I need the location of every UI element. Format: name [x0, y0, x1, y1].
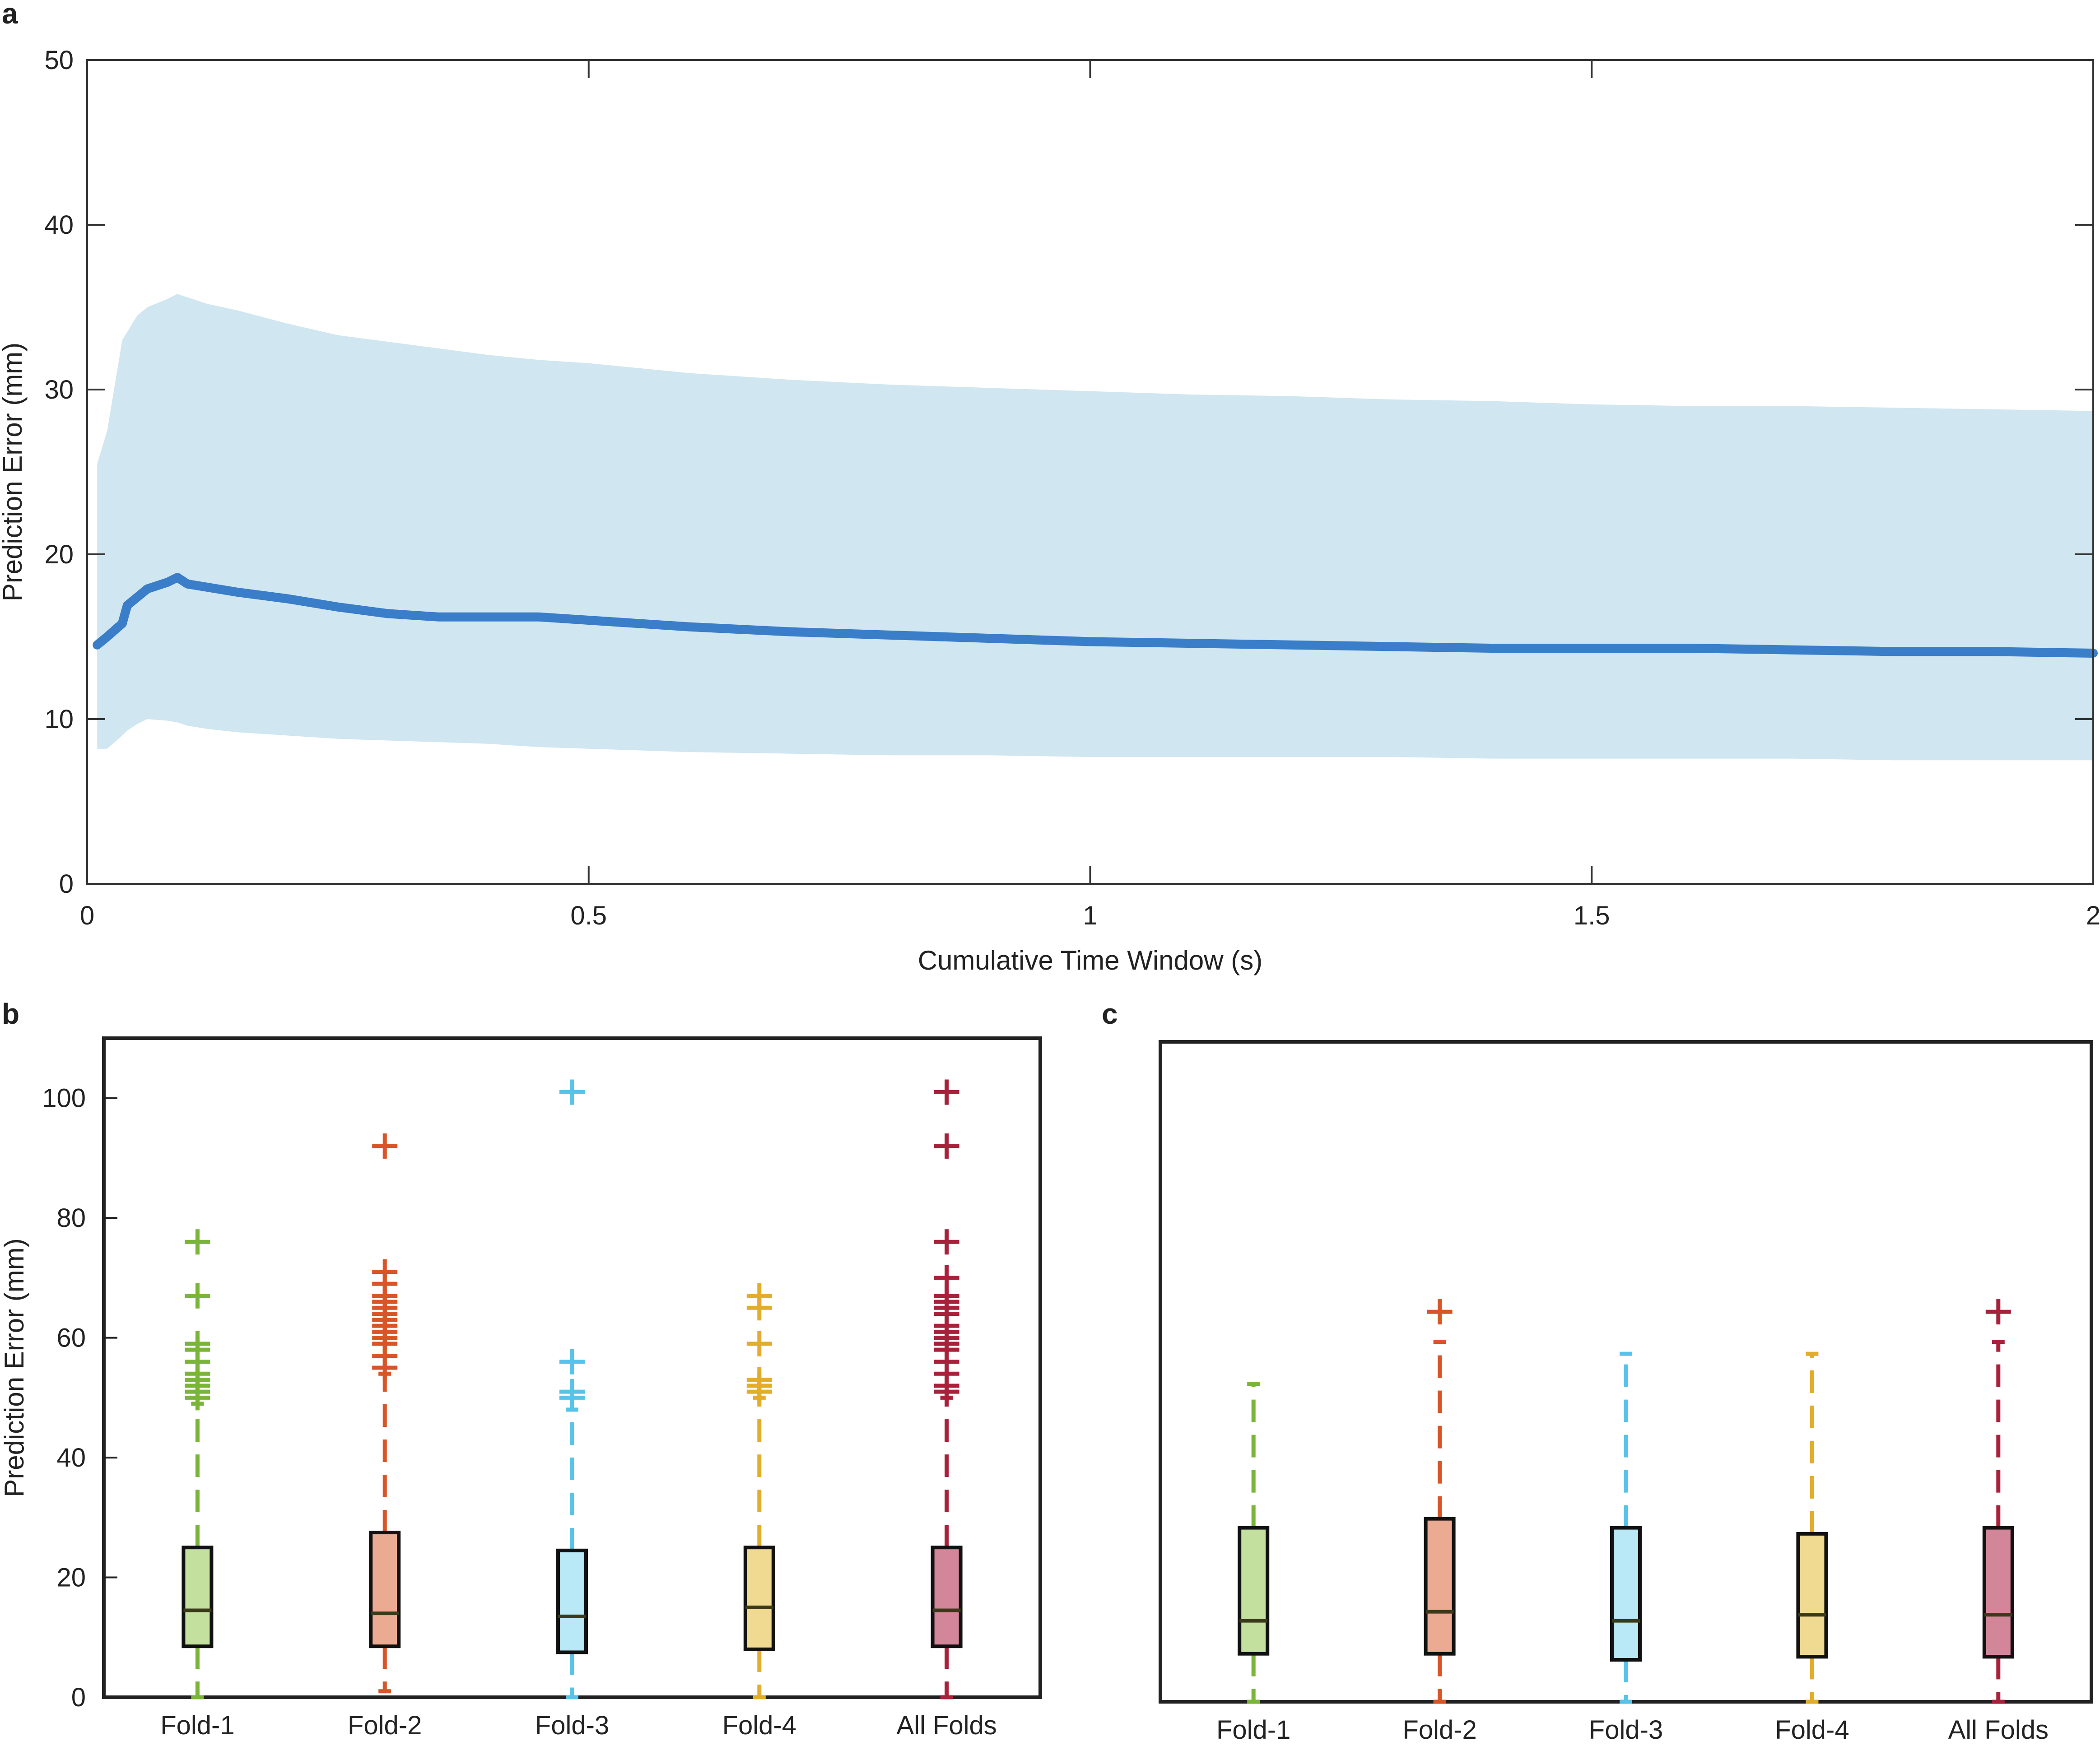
- outlier-marker: [185, 1331, 210, 1356]
- x-tick-label: 0: [80, 901, 94, 930]
- box-iqr: [743, 1546, 775, 1651]
- y-tick-label: 100: [42, 1084, 86, 1113]
- box-iqr: [931, 1546, 963, 1648]
- x-category-label: Fold-2: [1402, 1715, 1476, 1745]
- outlier-marker: [934, 1229, 959, 1255]
- panel-a-line-chart: 0 10 20 30 40 50 0 0.5 1 1.5 2 Cumulative Time Wind…: [0, 46, 2100, 975]
- outlier-marker: [372, 1259, 398, 1285]
- y-tick-label: 20: [44, 540, 74, 569]
- box-iqr: [556, 1548, 588, 1654]
- box-iqr: [182, 1546, 214, 1648]
- box-iqr: [1796, 1532, 1828, 1659]
- std-band: [97, 294, 2094, 761]
- x-tick-label: 0.5: [570, 901, 607, 930]
- x-category-label: Fold-2: [348, 1711, 422, 1740]
- mean-line: [93, 573, 2098, 658]
- y-tick-label: 60: [56, 1323, 86, 1353]
- x-tick-label: 1.5: [1574, 901, 1610, 930]
- y-tick-label: 80: [56, 1203, 86, 1233]
- y-axis-label: Prediction Error (mm): [0, 1238, 29, 1497]
- outlier-marker: [934, 1265, 959, 1291]
- y-tick-label: 40: [44, 210, 74, 240]
- panel-c-box-plot: Fold-1 Fold-2 Fold-3 Fold-4 All Folds: [1159, 1040, 2093, 1745]
- x-category-label: Fold-1: [1216, 1715, 1290, 1745]
- y-tick-label: 10: [44, 705, 74, 734]
- outlier-marker: [559, 1379, 585, 1405]
- box-iqr: [1238, 1526, 1270, 1656]
- x-category-label: Fold-3: [535, 1711, 609, 1740]
- x-category-label: Fold-1: [160, 1711, 234, 1740]
- y-tick-label: 0: [71, 1683, 86, 1712]
- outlier-marker: [559, 1349, 585, 1375]
- outlier-marker: [746, 1331, 772, 1356]
- box-iqr: [369, 1531, 401, 1648]
- box-iqr: [1610, 1526, 1642, 1662]
- panel-label-a: a: [2, 0, 18, 30]
- y-tick-label: 0: [59, 869, 74, 899]
- panel-label-b: b: [2, 998, 19, 1030]
- y-tick-label: 30: [44, 375, 74, 404]
- box-iqr: [1424, 1517, 1456, 1656]
- x-tick-label: 2: [2086, 901, 2100, 930]
- y-tick-label: 20: [56, 1563, 86, 1593]
- outlier-marker: [934, 1133, 959, 1159]
- panel-b-box-plot: 0 20 40 60 80 100 Prediction Error (mm) Fold-1 F…: [0, 1036, 1042, 1740]
- outlier-marker: [1427, 1299, 1453, 1325]
- outlier-marker: [185, 1283, 210, 1309]
- panel-label-c: c: [1102, 998, 1118, 1030]
- outlier-marker: [934, 1079, 959, 1105]
- x-category-label: Fold-3: [1589, 1715, 1663, 1745]
- y-axis-label: Prediction Error (mm): [0, 343, 28, 601]
- box-iqr: [1982, 1526, 2014, 1659]
- outlier-marker: [372, 1133, 398, 1159]
- outlier-marker: [1985, 1299, 2011, 1325]
- outlier-marker: [559, 1079, 585, 1105]
- outlier-marker: [746, 1283, 772, 1309]
- x-category-label: Fold-4: [1775, 1715, 1849, 1745]
- outlier-marker: [185, 1229, 210, 1255]
- x-axis-label: Cumulative Time Window (s): [918, 945, 1263, 975]
- x-category-label: Fold-4: [722, 1711, 796, 1740]
- x-category-label: All Folds: [896, 1711, 996, 1740]
- outlier-marker: [746, 1367, 772, 1393]
- y-tick-label: 40: [56, 1443, 86, 1472]
- y-tick-label: 50: [44, 46, 74, 75]
- x-tick-label: 1: [1083, 901, 1097, 930]
- x-category-label: All Folds: [1948, 1715, 2049, 1745]
